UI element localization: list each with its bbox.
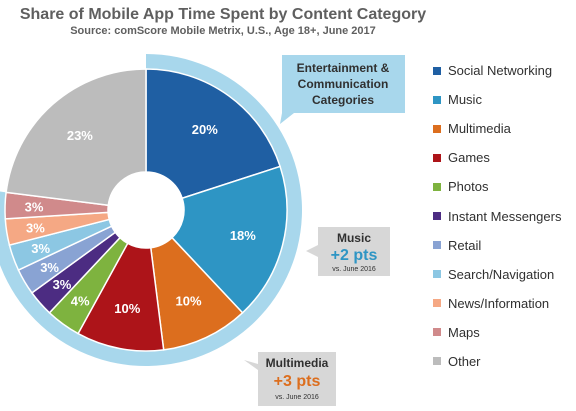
slice-label-music: 18% [230,228,256,243]
slice-label-retail: 3% [40,260,59,275]
callout-box-multimedia [244,352,336,406]
callout-music-note: vs. June 2016 [332,266,376,273]
legend-item-instant-messengers: Instant Messengers [433,201,561,230]
legend-item-other: Other [433,347,561,376]
slice-music [170,165,288,314]
slice-layer [4,68,288,352]
legend-label: Retail [448,237,482,253]
legend-item-maps: Maps [433,318,561,347]
legend-item-photos: Photos [433,172,561,201]
legend-label: Other [448,353,481,369]
callout-entertainment-text: Entertainment & Communication Categories [297,61,390,107]
callout-entertainment-line: Categories [312,93,374,107]
callout-entertainment-line: Entertainment & [297,61,390,75]
legend-swatch [433,357,441,366]
callout-layer: Entertainment & Communication Categories M… [244,55,405,406]
legend-item-search-navigation: Search/Navigation [433,260,561,289]
legend-swatch [433,182,441,191]
callout-multimedia-change: +3 pts [274,373,321,390]
callout-multimedia-note: vs. June 2016 [275,394,319,401]
legend-label: Music [448,92,482,108]
legend-swatch [433,328,441,337]
slice-social-networking [145,68,282,200]
legend-swatch [433,153,441,162]
callout-entertainment-line: Communication [298,77,389,91]
legend-label: News/Information [448,295,550,311]
slice-label-multimedia: 10% [176,293,202,308]
legend-item-retail: Retail [433,231,561,260]
legend-swatch [433,212,441,221]
slice-label-photos: 4% [71,294,90,309]
slice-other [5,68,147,207]
slice-label-social-networking: 20% [192,122,218,137]
legend-item-music: Music [433,85,561,114]
legend: Social Networking Music Multimedia Games Pho… [433,56,561,376]
legend-label: Multimedia [448,121,511,137]
legend-swatch [433,124,441,133]
legend-label: Search/Navigation [448,266,555,282]
slice-label-search-navigation: 3% [31,241,50,256]
legend-item-games: Games [433,143,561,172]
callout-music-change: +2 pts [331,247,378,264]
chart-subtitle: Source: comScore Mobile Metrix, U.S., Ag… [70,25,376,37]
slice-label-news-information: 3% [26,221,45,236]
callout-music-title: Music [337,231,371,245]
callout-box-music [306,227,390,276]
legend-label: Social Networking [448,63,553,79]
slice-label-instant-messengers: 3% [53,277,72,292]
chart-title: Share of Mobile App Time Spent by Conten… [19,6,427,23]
legend-swatch [433,66,441,75]
legend-label: Games [448,150,490,166]
legend-swatch [433,95,441,104]
legend-swatch [433,299,441,308]
legend-swatch [433,270,441,279]
legend-item-multimedia: Multimedia [433,114,561,143]
legend-label: Photos [448,179,489,195]
slice-label-layer: 20% 18% 10% 10% 4% 3% 3% 3% 3% 3% 23% [25,122,257,316]
legend-label: Instant Messengers [448,208,562,224]
legend-label: Maps [448,324,480,340]
legend-item-news-information: News/Information [433,289,561,318]
legend-swatch [433,241,441,250]
legend-item-social-networking: Social Networking [433,56,561,85]
callout-box-entertainment [280,55,405,124]
slice-label-maps: 3% [25,199,44,214]
slice-label-other: 23% [67,128,93,143]
slice-label-games: 10% [114,301,140,316]
callout-multimedia-title: Multimedia [266,356,329,370]
